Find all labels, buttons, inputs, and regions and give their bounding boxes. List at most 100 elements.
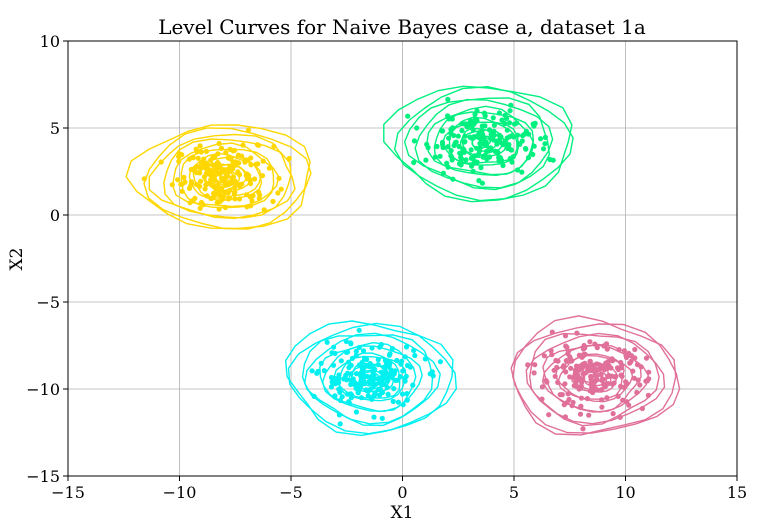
data-point: [458, 162, 464, 168]
data-point: [182, 179, 188, 185]
data-point: [236, 196, 243, 202]
data-point: [176, 154, 182, 160]
data-point: [631, 375, 637, 381]
x-tick-label: 15: [727, 483, 747, 502]
data-point: [176, 158, 182, 164]
data-point: [257, 192, 263, 198]
data-points: [141, 96, 652, 432]
data-point: [423, 157, 429, 163]
data-point: [225, 189, 231, 195]
data-point: [248, 181, 254, 187]
y-tick-label: 10: [40, 32, 60, 51]
data-point: [225, 155, 231, 161]
data-point: [627, 360, 633, 366]
data-point: [584, 396, 591, 402]
data-point: [311, 393, 317, 399]
data-point: [450, 125, 456, 131]
data-point: [599, 387, 605, 393]
chart-title: Level Curves for Naive Bayes case a, dat…: [158, 15, 646, 39]
data-point: [532, 362, 538, 368]
data-point: [510, 154, 516, 160]
data-point: [565, 391, 571, 397]
data-point: [530, 121, 536, 127]
data-point: [569, 358, 575, 364]
axis-ticks: −15 −10 −5 0 5 10 15 −15 −10 −5 0 5 10: [26, 32, 747, 502]
data-point: [205, 161, 211, 168]
y-axis-label: X2: [7, 248, 27, 271]
data-point: [361, 356, 368, 362]
data-point: [201, 174, 207, 180]
data-point: [511, 121, 518, 127]
data-point: [469, 135, 475, 141]
data-point: [573, 379, 579, 385]
data-point: [437, 359, 443, 365]
data-point: [345, 370, 351, 376]
data-point: [511, 134, 517, 140]
data-point: [216, 140, 222, 147]
data-point: [577, 411, 584, 417]
data-point: [337, 421, 343, 427]
data-point: [255, 142, 262, 148]
data-point: [203, 182, 209, 188]
data-point: [530, 151, 536, 158]
level-curve: [541, 344, 649, 413]
data-point: [223, 150, 229, 156]
level-curve: [510, 323, 681, 434]
x-tick-label: 10: [615, 483, 635, 502]
data-point: [504, 135, 510, 141]
data-point: [395, 399, 401, 405]
data-point: [499, 117, 505, 123]
data-point: [232, 147, 238, 153]
data-point: [216, 206, 222, 212]
data-point: [231, 185, 238, 191]
data-point: [562, 333, 569, 339]
data-point: [222, 179, 228, 185]
data-point: [337, 389, 343, 395]
data-point: [375, 357, 381, 363]
data-point: [232, 196, 238, 202]
data-point: [605, 373, 611, 380]
data-point: [456, 143, 462, 150]
data-point: [201, 156, 207, 162]
data-point: [462, 139, 468, 145]
data-point: [519, 169, 525, 175]
data-point: [461, 149, 467, 155]
data-point: [544, 379, 550, 385]
data-point: [507, 108, 513, 114]
level-curve: [284, 320, 454, 437]
data-point: [573, 363, 580, 369]
data-point: [434, 143, 440, 150]
data-point: [225, 196, 231, 202]
data-point: [217, 192, 223, 198]
data-point: [343, 338, 349, 344]
data-point: [212, 153, 218, 159]
data-point: [387, 361, 393, 367]
data-point: [141, 176, 147, 182]
data-point: [479, 128, 485, 134]
data-point: [562, 414, 569, 420]
data-point: [278, 186, 284, 192]
data-point: [523, 146, 529, 152]
data-point: [609, 356, 615, 362]
data-point: [378, 369, 384, 375]
grid-lines: [67, 40, 738, 477]
data-point: [508, 147, 514, 153]
data-point: [339, 394, 345, 400]
data-point: [549, 329, 555, 335]
data-point: [463, 157, 469, 163]
data-point: [492, 148, 498, 154]
data-point: [266, 165, 272, 171]
data-point: [390, 398, 396, 404]
data-point: [525, 155, 532, 161]
data-point: [540, 146, 547, 152]
data-point: [331, 344, 337, 350]
data-point: [382, 365, 388, 371]
data-point: [352, 379, 358, 386]
data-point: [377, 375, 383, 381]
data-point: [208, 195, 214, 202]
data-point: [563, 343, 569, 349]
data-point: [395, 377, 401, 383]
data-point: [195, 155, 201, 161]
level-curve: [188, 152, 262, 199]
